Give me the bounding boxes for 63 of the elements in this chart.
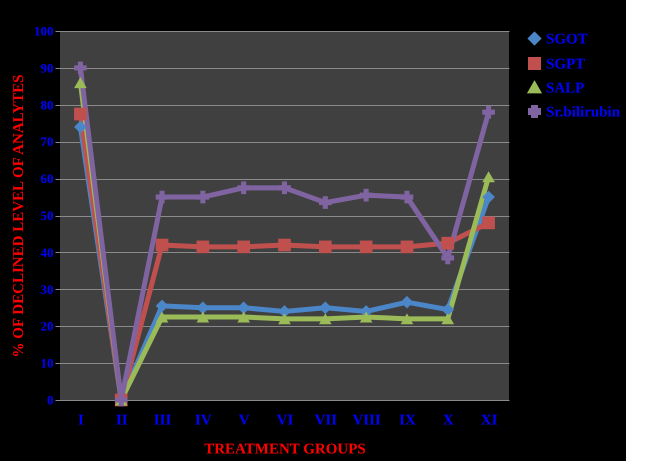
- point: [196, 312, 210, 322]
- point: [441, 313, 454, 324]
- y-axis-title: % OF DECLINED LEVEL OF ANALYTES: [11, 74, 27, 358]
- point: [156, 190, 168, 204]
- y-tick-label: 80: [40, 97, 54, 112]
- legend-label: SGPT: [546, 56, 586, 72]
- point: [400, 313, 414, 324]
- x-tick-label: IV: [195, 412, 212, 428]
- point: [318, 313, 332, 324]
- point: [196, 190, 210, 204]
- point: [237, 240, 250, 254]
- x-tick-label: VII: [314, 412, 338, 428]
- point: [441, 236, 454, 250]
- x-tick-label: IX: [399, 412, 416, 428]
- point: [318, 301, 332, 314]
- point: [400, 240, 414, 254]
- point: [156, 312, 168, 322]
- x-tick-label: III: [154, 412, 172, 428]
- y-tick-label: 100: [34, 24, 54, 38]
- y-tick-label: 10: [40, 356, 54, 371]
- point: [482, 216, 495, 230]
- point: [441, 303, 454, 316]
- x-tick-label: I: [78, 412, 84, 428]
- point: [360, 188, 372, 202]
- point: [482, 190, 495, 204]
- point: [482, 106, 495, 119]
- y-tick-label: 0: [47, 392, 54, 408]
- point: [196, 240, 210, 254]
- point: [482, 171, 495, 182]
- x-tick-label: II: [116, 412, 128, 428]
- y-tick-label: 30: [40, 282, 54, 297]
- x-tick-label: V: [238, 412, 250, 428]
- point: [156, 238, 168, 252]
- point: [360, 312, 372, 322]
- point: [360, 240, 372, 254]
- x-tick-label: VIII: [352, 412, 381, 428]
- point: [278, 313, 291, 324]
- legend-label: Sr.bilirubin: [546, 104, 621, 120]
- point: [318, 196, 332, 209]
- y-tick-label: 50: [40, 208, 54, 223]
- point: [74, 108, 87, 120]
- point: [74, 77, 87, 88]
- x-tick-label: VI: [276, 412, 294, 428]
- y-tick-label: 60: [40, 171, 54, 186]
- point: [74, 120, 87, 134]
- x-axis-title: TREATMENT GROUPS: [204, 442, 366, 458]
- point: [74, 62, 87, 74]
- y-tick-label: 70: [40, 134, 54, 150]
- x-tick-label: X: [442, 412, 454, 428]
- legend-label: SALP: [546, 80, 584, 96]
- x-tick-label: XI: [480, 412, 498, 428]
- point: [278, 238, 291, 252]
- point: [237, 182, 250, 194]
- y-tick-label: 40: [40, 244, 54, 260]
- point: [278, 182, 291, 194]
- point: [237, 312, 250, 322]
- point: [400, 296, 414, 309]
- y-tick-label: 90: [40, 60, 54, 76]
- point: [318, 240, 332, 254]
- point: [441, 252, 454, 264]
- point: [400, 190, 414, 204]
- y-tick-label: 20: [40, 318, 54, 334]
- legend-label: SGOT: [546, 32, 588, 48]
